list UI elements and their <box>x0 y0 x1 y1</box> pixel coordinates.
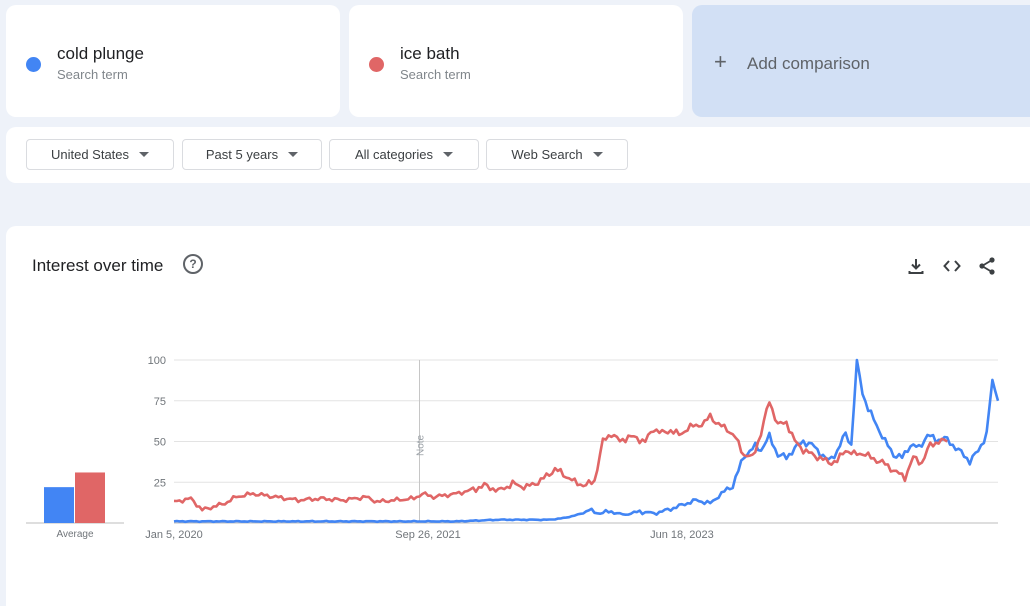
chart-title: Interest over time <box>32 256 164 275</box>
search-type-filter-label: Web Search <box>511 147 583 162</box>
caret-down-icon <box>443 152 454 157</box>
region-filter-label: United States <box>50 147 130 162</box>
interest-over-time-card: Interest over time ? Note 25 50 75 100 Jan 5… <box>6 226 1030 606</box>
download-icon[interactable] <box>906 256 926 276</box>
ice-bath-color-dot <box>369 57 384 72</box>
plus-icon: + <box>714 49 727 74</box>
search-term-subtitle: Search term <box>400 67 471 82</box>
caret-down-icon <box>288 152 299 157</box>
note-label: Note <box>416 434 427 456</box>
y-tick-label: 75 <box>154 396 166 408</box>
chart-grid <box>174 359 998 524</box>
region-filter[interactable]: United States <box>26 139 174 170</box>
series-line-cold-plunge <box>173 358 1000 524</box>
average-bar-ice-bath <box>75 472 105 523</box>
add-comparison-button[interactable]: + Add comparison <box>692 5 1030 117</box>
x-tick-label: Jun 18, 2023 <box>650 529 714 541</box>
y-tick-label: 25 <box>154 477 166 489</box>
y-tick-label: 100 <box>148 355 166 367</box>
search-term-name: cold plunge <box>57 44 144 63</box>
time-range-filter-label: Past 5 years <box>205 147 279 162</box>
time-range-filter[interactable]: Past 5 years <box>182 139 322 170</box>
chart-labels: 25 50 75 100 Jan 5, 2020 Sep 26, 2021 Jun 18, … <box>56 355 713 541</box>
cold-plunge-color-dot <box>26 57 41 72</box>
x-tick-label: Jan 5, 2020 <box>145 529 203 541</box>
series-line-ice-bath <box>173 401 948 512</box>
y-tick-label: 50 <box>154 437 166 449</box>
average-bars <box>26 472 124 524</box>
search-term-card-cold-plunge[interactable]: cold plunge Search term <box>6 5 340 117</box>
x-tick-label: Sep 26, 2021 <box>395 529 460 541</box>
category-filter-label: All categories <box>354 147 434 162</box>
share-icon[interactable] <box>977 256 997 276</box>
average-label: Average <box>56 529 94 540</box>
chart-note: Note <box>416 360 427 523</box>
search-type-filter[interactable]: Web Search <box>486 139 628 170</box>
search-term-name: ice bath <box>400 44 460 63</box>
embed-icon[interactable] <box>942 256 962 276</box>
search-term-subtitle: Search term <box>57 67 128 82</box>
caret-down-icon <box>592 152 603 157</box>
chart-series <box>173 358 1000 524</box>
caret-down-icon <box>139 152 150 157</box>
add-comparison-label: Add comparison <box>747 54 870 73</box>
search-term-card-ice-bath[interactable]: ice bath Search term <box>349 5 683 117</box>
help-icon[interactable]: ? <box>183 254 203 274</box>
category-filter[interactable]: All categories <box>329 139 479 170</box>
average-bar-cold-plunge <box>44 487 74 523</box>
filter-bar: United States Past 5 years All categorie… <box>6 127 1030 183</box>
interest-chart: Note 25 50 75 100 Jan 5, 2020 Sep 26, 2021 Jun… <box>26 355 1000 541</box>
